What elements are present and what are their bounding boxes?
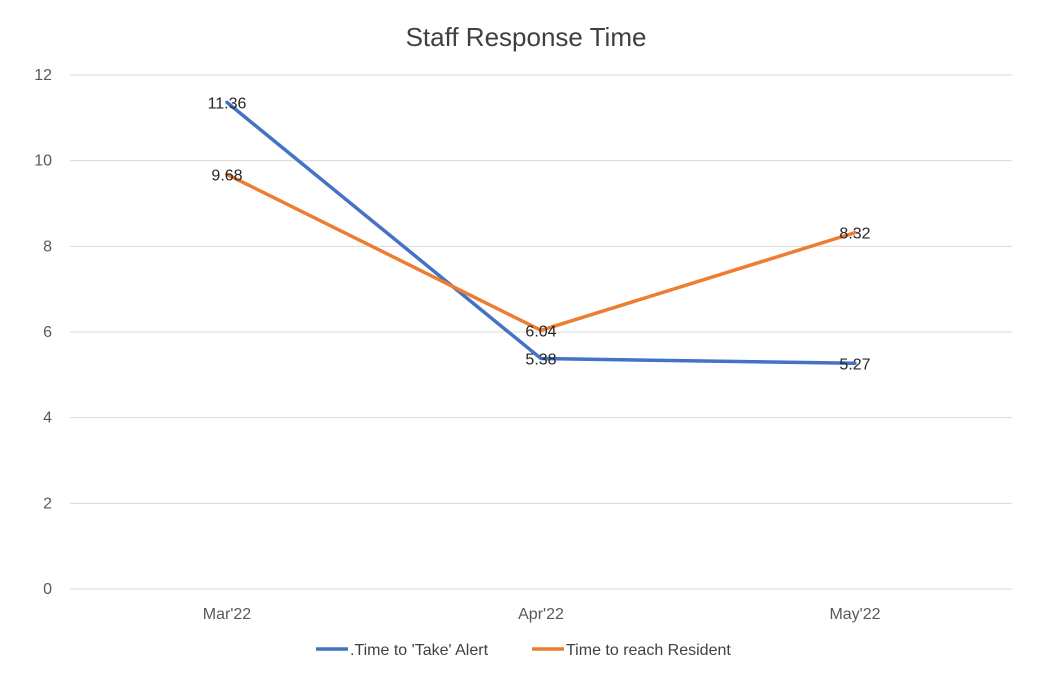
x-tick-label: May'22 [829, 606, 880, 623]
y-tick-label: 2 [43, 495, 52, 512]
y-tick-label: 10 [34, 153, 52, 170]
x-tick-label: Mar'22 [203, 606, 252, 623]
y-tick-label: 6 [43, 324, 52, 341]
legend-label: Time to reach Resident [566, 642, 731, 659]
legend-label: .Time to 'Take' Alert [350, 642, 489, 659]
chart-title: Staff Response Time [406, 22, 647, 52]
data-label: 11.36 [208, 95, 247, 112]
series-line [225, 100, 857, 366]
y-tick-label: 12 [34, 67, 52, 84]
x-tick-label: Apr'22 [518, 606, 564, 623]
y-tick-label: 4 [43, 410, 52, 427]
gridlines [70, 74, 1012, 590]
data-label: 5.27 [839, 356, 870, 373]
data-label: 8.32 [839, 226, 870, 243]
legend: .Time to 'Take' Alert Time to reach Resid… [316, 642, 731, 659]
series-line [225, 172, 857, 333]
y-axis-ticks: 0 2 4 6 8 10 12 [34, 67, 52, 598]
data-label: 5.38 [525, 352, 556, 369]
x-axis-ticks: Mar'22 Apr'22 May'22 [203, 606, 881, 623]
y-tick-label: 8 [43, 238, 52, 255]
data-label: 9.68 [211, 167, 242, 184]
data-labels: 11.36 5.38 5.27 9.68 6.04 8.32 [208, 95, 871, 373]
series-lines [225, 100, 857, 366]
y-tick-label: 0 [43, 581, 52, 598]
data-label: 6.04 [525, 323, 556, 340]
